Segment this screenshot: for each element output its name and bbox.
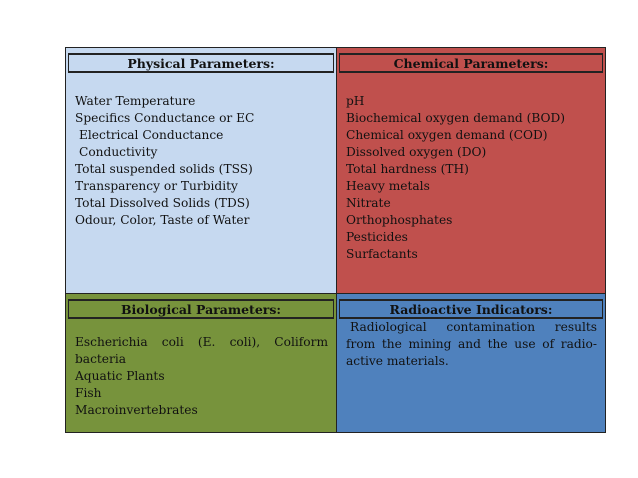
list-item: Conductivity (79, 145, 158, 159)
list-item: Odour, Color, Taste of Water (75, 213, 250, 227)
list-item: Electrical Conductance (79, 128, 224, 142)
list-item: Pesticides (346, 230, 408, 244)
list-item: Specifics Conductance or EC (75, 111, 255, 125)
list-item: Chemical oxygen demand (COD) (346, 128, 548, 142)
radioactive-indicators-text: Radiological contamination results from … (346, 320, 597, 368)
water-quality-parameters-table: Physical Parameters: Water Temperature S… (65, 47, 606, 433)
list-item: Total hardness (TH) (346, 162, 469, 176)
radioactive-indicators-title: Radioactive Indicators: (339, 299, 603, 319)
radioactive-indicators-cell: Radioactive Indicators: Radiological con… (337, 294, 605, 432)
chemical-parameters-list: pH Biochemical oxygen demand (BOD) Chemi… (346, 93, 597, 263)
list-item: Fish (75, 386, 102, 400)
list-item: Total suspended solids (TSS) (75, 162, 253, 176)
list-item: Heavy metals (346, 179, 430, 193)
list-item: Transparency or Turbidity (75, 179, 238, 193)
list-item: Orthophosphates (346, 213, 453, 227)
chemical-parameters-title: Chemical Parameters: (339, 53, 603, 73)
list-item: Escherichia coli (E. coli), Coliform bac… (75, 335, 328, 366)
list-item: Aquatic Plants (75, 369, 165, 383)
physical-parameters-list: Water Temperature Specifics Conductance … (75, 93, 328, 229)
list-item: Macroinvertebrates (75, 403, 198, 417)
biological-parameters-cell: Biological Parameters: Escherichia coli … (66, 294, 336, 432)
list-item: Biochemical oxygen demand (BOD) (346, 111, 566, 125)
list-item: Nitrate (346, 196, 391, 210)
list-item: Surfactants (346, 247, 418, 261)
chemical-parameters-cell: Chemical Parameters: pH Biochemical oxyg… (337, 48, 605, 293)
list-item: Total Dissolved Solids (TDS) (75, 196, 250, 210)
list-item: Dissolved oxygen (DO) (346, 145, 487, 159)
biological-parameters-title: Biological Parameters: (68, 299, 334, 319)
list-item: Water Temperature (75, 94, 196, 108)
physical-parameters-cell: Physical Parameters: Water Temperature S… (66, 48, 336, 293)
biological-parameters-list: Escherichia coli (E. coli), Coliform bac… (75, 334, 328, 419)
physical-parameters-title: Physical Parameters: (68, 53, 334, 73)
list-item: pH (346, 94, 365, 108)
